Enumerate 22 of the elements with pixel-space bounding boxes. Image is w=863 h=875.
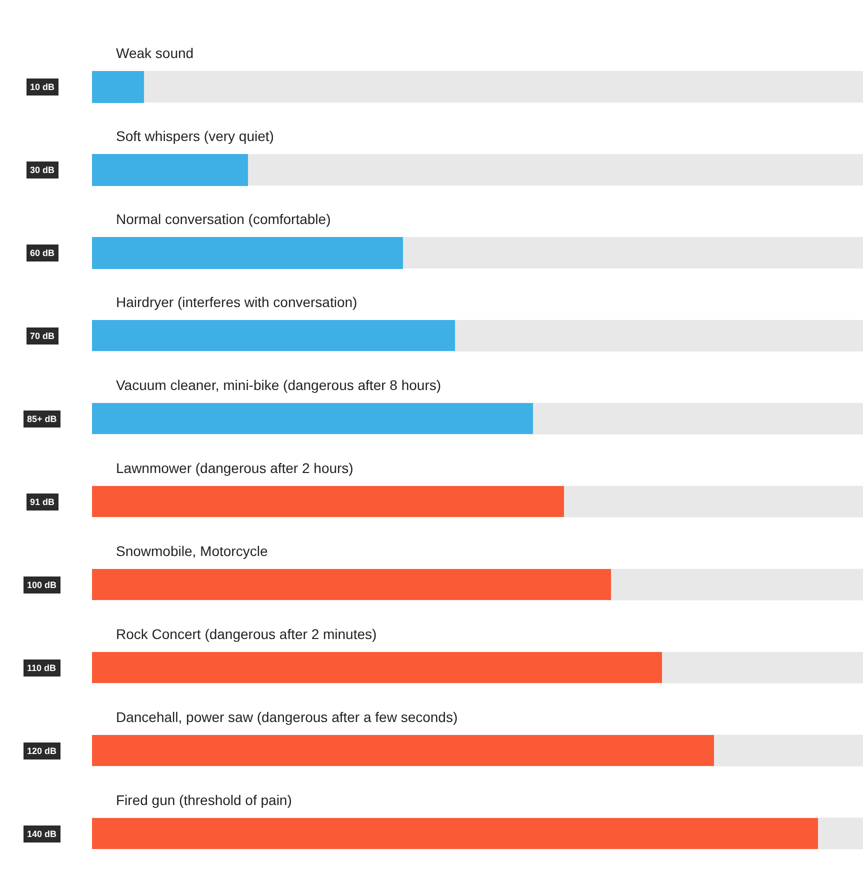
data-label: 10 dB — [30, 82, 56, 92]
y-tick-label: Fired gun (threshold of pain) — [116, 792, 292, 808]
y-tick-label: Weak sound — [116, 45, 194, 61]
data-label: 60 dB — [30, 248, 56, 258]
y-tick-label: Hairdryer (interferes with conversation) — [116, 294, 358, 310]
y-tick-label: Rock Concert (dangerous after 2 minutes) — [116, 626, 377, 642]
y-tick-label: Vacuum cleaner, mini-bike (dangerous after 8 hours) — [116, 377, 442, 393]
y-tick-label: Normal conversation (comfortable) — [116, 211, 331, 227]
data-label: 110 dB — [27, 663, 57, 673]
data-label: 85+ dB — [27, 414, 58, 424]
bar — [92, 154, 248, 186]
data-label: 30 dB — [30, 165, 56, 175]
data-label: 100 dB — [27, 580, 58, 590]
data-label: 120 dB — [27, 746, 58, 756]
bar — [92, 71, 144, 103]
data-label: 91 dB — [30, 497, 56, 507]
y-tick-label: Snowmobile, Motorcycle — [116, 543, 268, 559]
data-label: 140 dB — [27, 829, 58, 839]
y-tick-label: Lawnmower (dangerous after 2 hours) — [116, 460, 354, 476]
data-label: 70 dB — [30, 331, 56, 341]
y-tick-label: Dancehall, power saw (dangerous after a few seconds) — [116, 709, 458, 725]
y-tick-label: Soft whispers (very quiet) — [116, 128, 274, 144]
